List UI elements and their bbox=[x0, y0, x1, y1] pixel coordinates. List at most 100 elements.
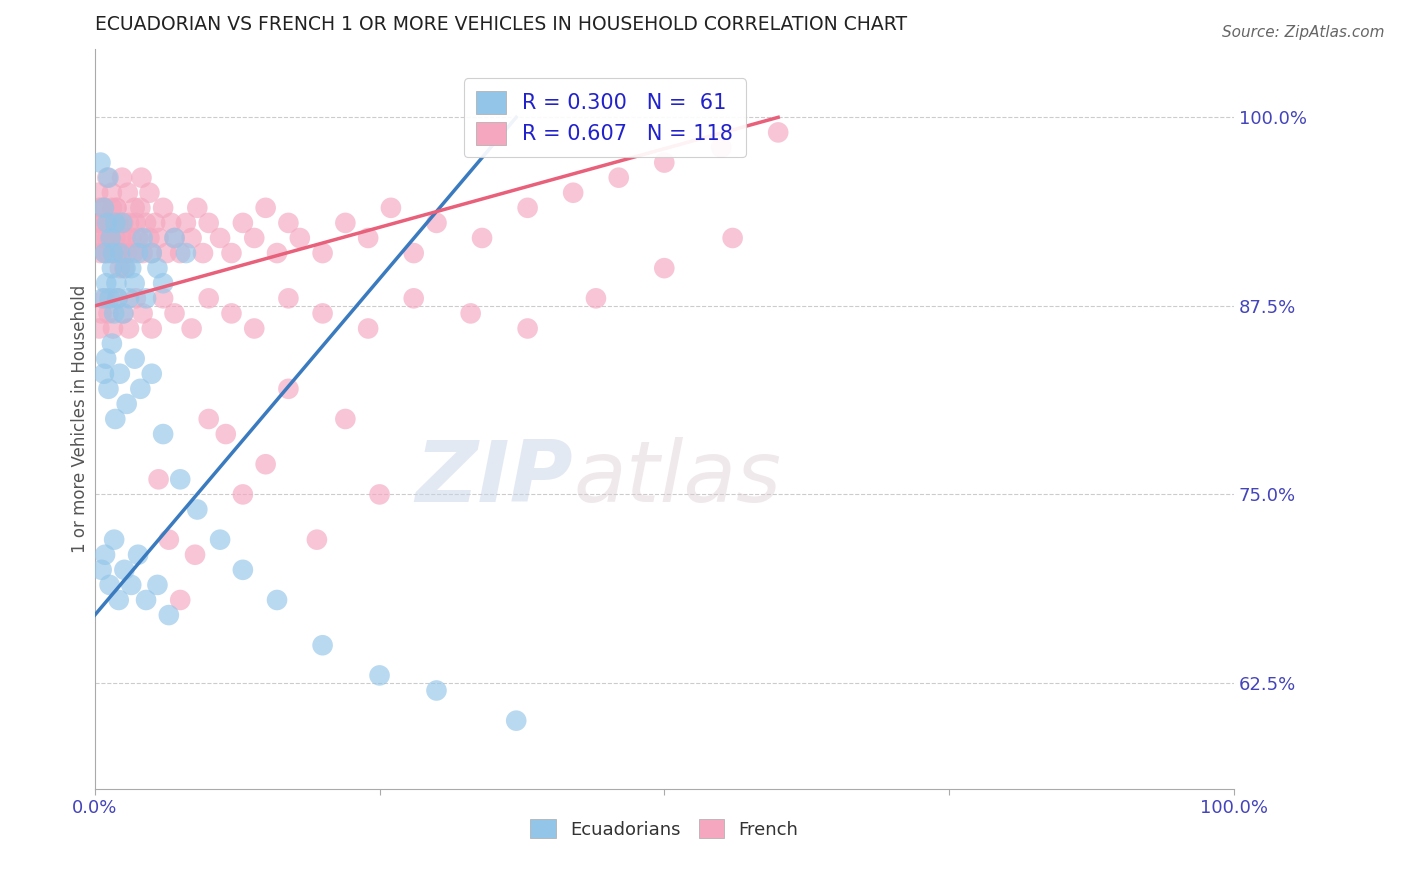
Point bbox=[101, 321, 124, 335]
Point bbox=[127, 246, 149, 260]
Point bbox=[107, 291, 129, 305]
Point bbox=[98, 578, 121, 592]
Point bbox=[174, 246, 197, 260]
Point bbox=[98, 291, 121, 305]
Point bbox=[118, 216, 141, 230]
Point bbox=[146, 578, 169, 592]
Point bbox=[115, 246, 138, 260]
Point bbox=[97, 246, 120, 260]
Point bbox=[114, 231, 136, 245]
Point bbox=[425, 683, 447, 698]
Point bbox=[721, 231, 744, 245]
Point bbox=[112, 306, 135, 320]
Point bbox=[221, 306, 243, 320]
Point bbox=[460, 306, 482, 320]
Point bbox=[221, 246, 243, 260]
Point bbox=[104, 216, 127, 230]
Point bbox=[157, 533, 180, 547]
Point bbox=[101, 201, 124, 215]
Point bbox=[197, 216, 219, 230]
Point bbox=[160, 216, 183, 230]
Point bbox=[766, 125, 789, 139]
Point bbox=[101, 336, 124, 351]
Point bbox=[232, 487, 254, 501]
Point bbox=[357, 231, 380, 245]
Point bbox=[232, 216, 254, 230]
Point bbox=[118, 291, 141, 305]
Point bbox=[111, 216, 134, 230]
Point bbox=[148, 472, 170, 486]
Point bbox=[243, 231, 266, 245]
Point bbox=[169, 472, 191, 486]
Point bbox=[129, 382, 152, 396]
Point bbox=[169, 246, 191, 260]
Point bbox=[277, 382, 299, 396]
Point bbox=[141, 367, 163, 381]
Text: ECUADORIAN VS FRENCH 1 OR MORE VEHICLES IN HOUSEHOLD CORRELATION CHART: ECUADORIAN VS FRENCH 1 OR MORE VEHICLES … bbox=[94, 15, 907, 34]
Point bbox=[311, 306, 333, 320]
Point bbox=[89, 321, 111, 335]
Point bbox=[117, 186, 139, 200]
Point bbox=[152, 291, 174, 305]
Point bbox=[127, 548, 149, 562]
Point bbox=[131, 306, 153, 320]
Point bbox=[97, 170, 120, 185]
Point bbox=[505, 714, 527, 728]
Point bbox=[402, 291, 425, 305]
Point bbox=[402, 246, 425, 260]
Point bbox=[93, 201, 115, 215]
Point bbox=[101, 246, 124, 260]
Point bbox=[103, 306, 125, 320]
Point bbox=[148, 231, 170, 245]
Point bbox=[138, 186, 160, 200]
Point bbox=[124, 351, 146, 366]
Point bbox=[103, 216, 125, 230]
Point bbox=[107, 593, 129, 607]
Point bbox=[107, 246, 129, 260]
Point bbox=[311, 638, 333, 652]
Point bbox=[215, 427, 238, 442]
Point bbox=[103, 533, 125, 547]
Point bbox=[607, 170, 630, 185]
Point bbox=[107, 216, 129, 230]
Point bbox=[516, 321, 538, 335]
Point bbox=[197, 291, 219, 305]
Point bbox=[209, 231, 232, 245]
Point bbox=[108, 367, 131, 381]
Point bbox=[97, 306, 120, 320]
Point bbox=[471, 231, 494, 245]
Point bbox=[710, 140, 733, 154]
Point bbox=[96, 216, 118, 230]
Point bbox=[89, 201, 111, 215]
Point bbox=[127, 231, 149, 245]
Point bbox=[93, 367, 115, 381]
Text: Source: ZipAtlas.com: Source: ZipAtlas.com bbox=[1222, 25, 1385, 40]
Point bbox=[97, 382, 120, 396]
Point bbox=[138, 231, 160, 245]
Point bbox=[120, 231, 142, 245]
Point bbox=[94, 291, 117, 305]
Point bbox=[96, 231, 118, 245]
Point bbox=[152, 427, 174, 442]
Point bbox=[93, 201, 115, 215]
Point bbox=[90, 306, 112, 320]
Point bbox=[135, 291, 157, 305]
Point bbox=[112, 216, 135, 230]
Point bbox=[209, 533, 232, 547]
Point bbox=[129, 201, 152, 215]
Point bbox=[96, 351, 118, 366]
Point bbox=[89, 246, 111, 260]
Point bbox=[91, 291, 114, 305]
Point bbox=[111, 170, 134, 185]
Point bbox=[425, 216, 447, 230]
Point bbox=[124, 277, 146, 291]
Point bbox=[169, 593, 191, 607]
Point bbox=[266, 246, 288, 260]
Point bbox=[184, 548, 207, 562]
Point bbox=[91, 231, 114, 245]
Point bbox=[96, 170, 118, 185]
Point bbox=[125, 216, 148, 230]
Point bbox=[311, 246, 333, 260]
Point bbox=[143, 216, 166, 230]
Point bbox=[101, 186, 124, 200]
